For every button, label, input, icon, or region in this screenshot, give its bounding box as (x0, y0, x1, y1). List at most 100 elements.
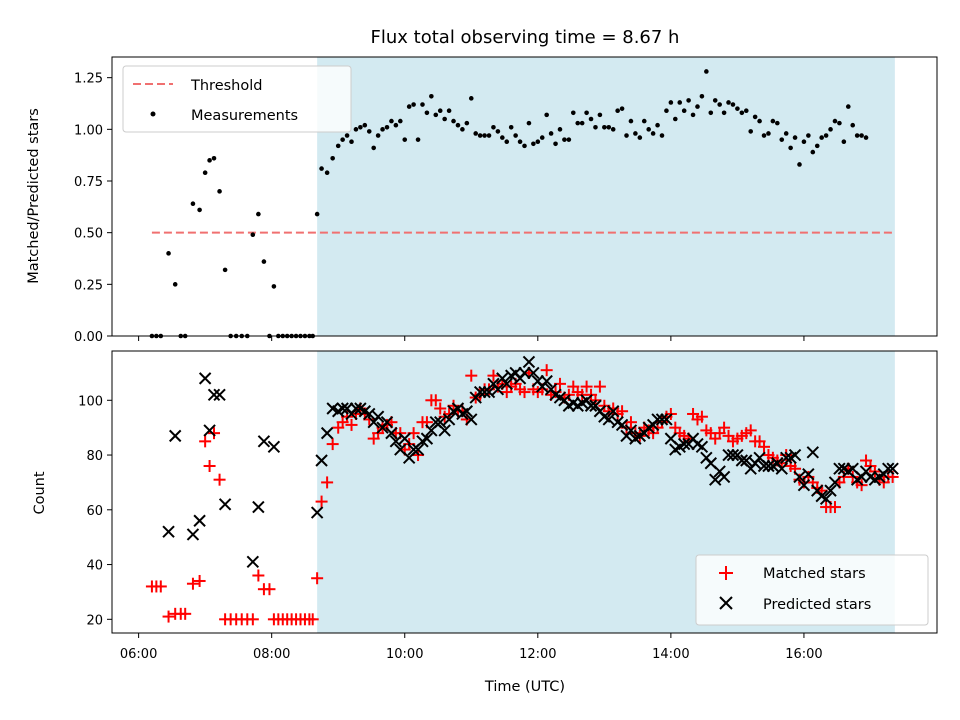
measurement-point (726, 100, 731, 105)
predicted-star-point (757, 459, 771, 473)
measurement-point (681, 108, 687, 114)
top-y-tick-label: 0.75 (74, 175, 103, 190)
predicted-star-point (615, 418, 629, 432)
predicted-star-point (722, 448, 735, 462)
predicted-star-point (522, 355, 536, 369)
measurement-point (202, 170, 208, 176)
measurement-point (207, 158, 212, 163)
legend-matched-label: Matched stars (763, 566, 866, 582)
measurement-point (517, 139, 523, 145)
predicted-star-point (336, 402, 349, 415)
predicted-star-point (420, 432, 434, 445)
measurement-point (464, 120, 470, 126)
measurement-point (495, 129, 501, 134)
predicted-star-point (162, 525, 175, 538)
measurement-point (837, 120, 842, 126)
matched-star-point (326, 438, 339, 451)
predicted-star-point (677, 437, 691, 451)
legend-predicted-swatch (719, 596, 733, 610)
measurement-point (172, 282, 178, 287)
predicted-star-point (257, 435, 271, 448)
measurement-point (424, 110, 430, 116)
predicted-star-point (717, 470, 731, 484)
matched-star-point (616, 405, 629, 418)
bottom-y-tick-label: 40 (86, 559, 103, 574)
measurement-point (211, 155, 217, 161)
predicted-star-point (806, 446, 820, 459)
measurement-point (748, 129, 754, 134)
matched-star-point (487, 369, 500, 382)
measurement-point (686, 98, 691, 103)
x-tick-label: 08:00 (253, 647, 290, 662)
chart-title: Flux total observing time = 8.67 h (371, 27, 680, 48)
measurement-point (739, 110, 745, 116)
matched-star-point (744, 424, 757, 437)
measurement-point (859, 133, 864, 138)
predicted-star-point (252, 500, 265, 514)
measurement-point (779, 137, 785, 142)
bottom-legend-box (695, 554, 929, 626)
predicted-star-point (389, 435, 403, 448)
top-legend-box (122, 65, 352, 133)
ratio-panel: Flux total observing time = 8.67 h Match… (26, 27, 938, 345)
predicted-star-point (267, 440, 281, 454)
top-y-tick-label: 1.00 (74, 123, 103, 138)
measurement-point (628, 118, 634, 124)
top-axis-ticks: 0.00 0.25 0.50 0.75 1.00 1.25 (74, 72, 805, 345)
predicted-star-point (434, 415, 447, 429)
measurement-point (646, 127, 651, 132)
measurement-point (420, 102, 425, 107)
predicted-star-point (500, 377, 513, 391)
measurement-point (735, 106, 740, 111)
matched-star-point (306, 613, 319, 626)
top-axes-frame (111, 56, 938, 337)
measurement-point (668, 100, 674, 105)
bottom-y-tick-label: 100 (78, 394, 103, 409)
measurement-point (841, 139, 847, 145)
measurement-point (757, 118, 762, 124)
measurement-point (330, 155, 335, 161)
measurement-point (752, 114, 758, 120)
measurement-point (814, 143, 820, 149)
legend-predicted-label: Predicted stars (763, 597, 871, 613)
measurement-point (637, 135, 643, 140)
measurement-point (250, 232, 256, 238)
measurement-point (602, 124, 607, 130)
measurement-point (513, 133, 518, 138)
measurement-point (730, 102, 736, 107)
measurement-point (166, 251, 171, 256)
top-y-tick-label: 0.50 (74, 227, 103, 242)
predicted-star-point (660, 413, 673, 426)
measurement-point (539, 135, 545, 140)
matched-star-point (186, 577, 199, 590)
measurement-point (353, 127, 359, 132)
predicted-star-point (193, 514, 206, 527)
bottom-axes-frame (111, 350, 938, 634)
matched-star-point (162, 610, 175, 623)
predicted-star-point (655, 413, 669, 426)
predicted-star-point (385, 426, 398, 440)
measurement-point (402, 137, 408, 142)
predicted-star-point (320, 426, 334, 440)
matched-star-point (213, 473, 226, 486)
predicted-star-point (315, 454, 328, 467)
measurement-point (531, 141, 536, 147)
measurement-point (570, 110, 576, 116)
measurement-point (624, 133, 629, 138)
predicted-star-point (793, 470, 806, 484)
measurement-point (335, 143, 341, 149)
measurement-point (588, 116, 594, 122)
measurement-point (340, 137, 345, 142)
predicted-star-point (584, 399, 598, 412)
matched-star-point (593, 380, 606, 393)
predicted-star-point (527, 366, 540, 380)
measurement-point (548, 131, 554, 136)
measurement-point (358, 124, 363, 130)
measurement-point (557, 127, 563, 132)
matched-star-point (540, 364, 553, 377)
legend-matched-swatch (719, 566, 733, 580)
predicted-star-point (779, 451, 793, 464)
measurement-point (508, 124, 514, 130)
measurement-point (690, 112, 696, 118)
